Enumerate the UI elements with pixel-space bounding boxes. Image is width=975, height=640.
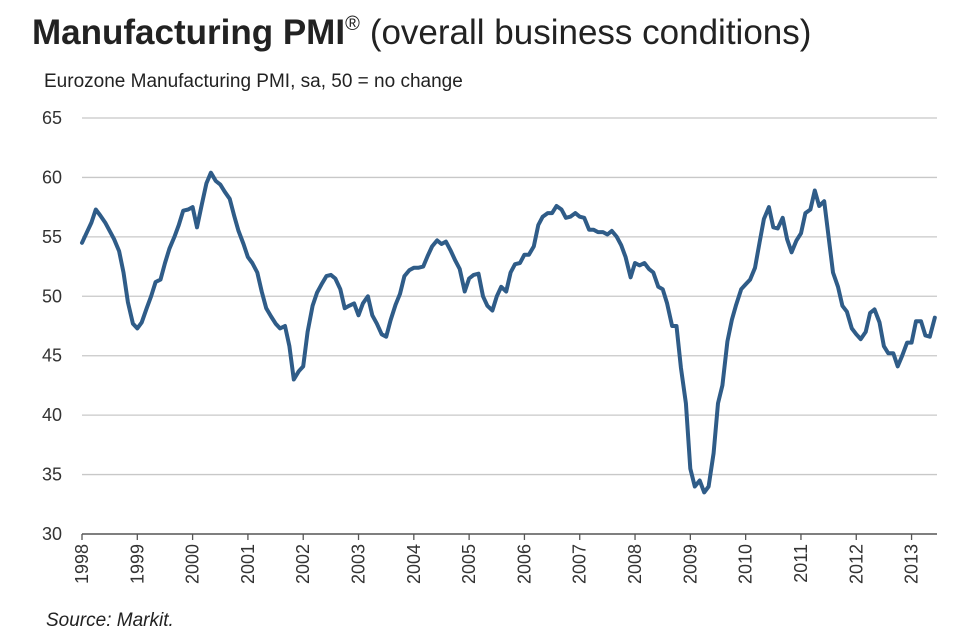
source: Source: Markit. (46, 610, 174, 631)
x-tick-label: 2004 (404, 544, 424, 584)
title-suffix: (overall business conditions) (370, 13, 812, 52)
title-main: Manufacturing PMI (32, 13, 345, 52)
chart-title: Manufacturing PMI® (overall business cond… (32, 13, 811, 52)
x-tick-label: 2006 (514, 544, 534, 584)
x-tick-label: 2002 (293, 544, 313, 584)
y-tick-label: 35 (42, 465, 62, 485)
y-tick-label: 50 (42, 286, 62, 306)
title-mark: ® (345, 13, 360, 35)
x-tick-label: 2012 (846, 544, 866, 584)
y-tick-label: 65 (42, 108, 62, 128)
x-tick-label: 2000 (183, 544, 203, 584)
y-tick-label: 60 (42, 167, 62, 187)
y-tick-label: 30 (42, 524, 62, 544)
x-tick-label: 2013 (902, 544, 922, 584)
x-tick-label: 2003 (349, 544, 369, 584)
y-tick-label: 40 (42, 405, 62, 425)
subtitle: Eurozone Manufacturing PMI, sa, 50 = no … (44, 71, 463, 92)
x-tick-label: 2011 (791, 544, 811, 583)
x-tick-label: 1999 (127, 544, 147, 584)
x-tick-label: 2009 (680, 544, 700, 584)
y-tick-label: 55 (42, 227, 62, 247)
x-tick-label: 2008 (625, 544, 645, 584)
x-tick-label: 2005 (459, 544, 479, 584)
x-tick-label: 2010 (736, 544, 756, 584)
y-tick-label: 45 (42, 346, 62, 366)
x-tick-label: 1998 (72, 544, 92, 584)
pmi-line (80, 170, 937, 495)
x-tick-label: 2007 (570, 544, 590, 584)
x-tick-label: 2001 (238, 544, 258, 584)
